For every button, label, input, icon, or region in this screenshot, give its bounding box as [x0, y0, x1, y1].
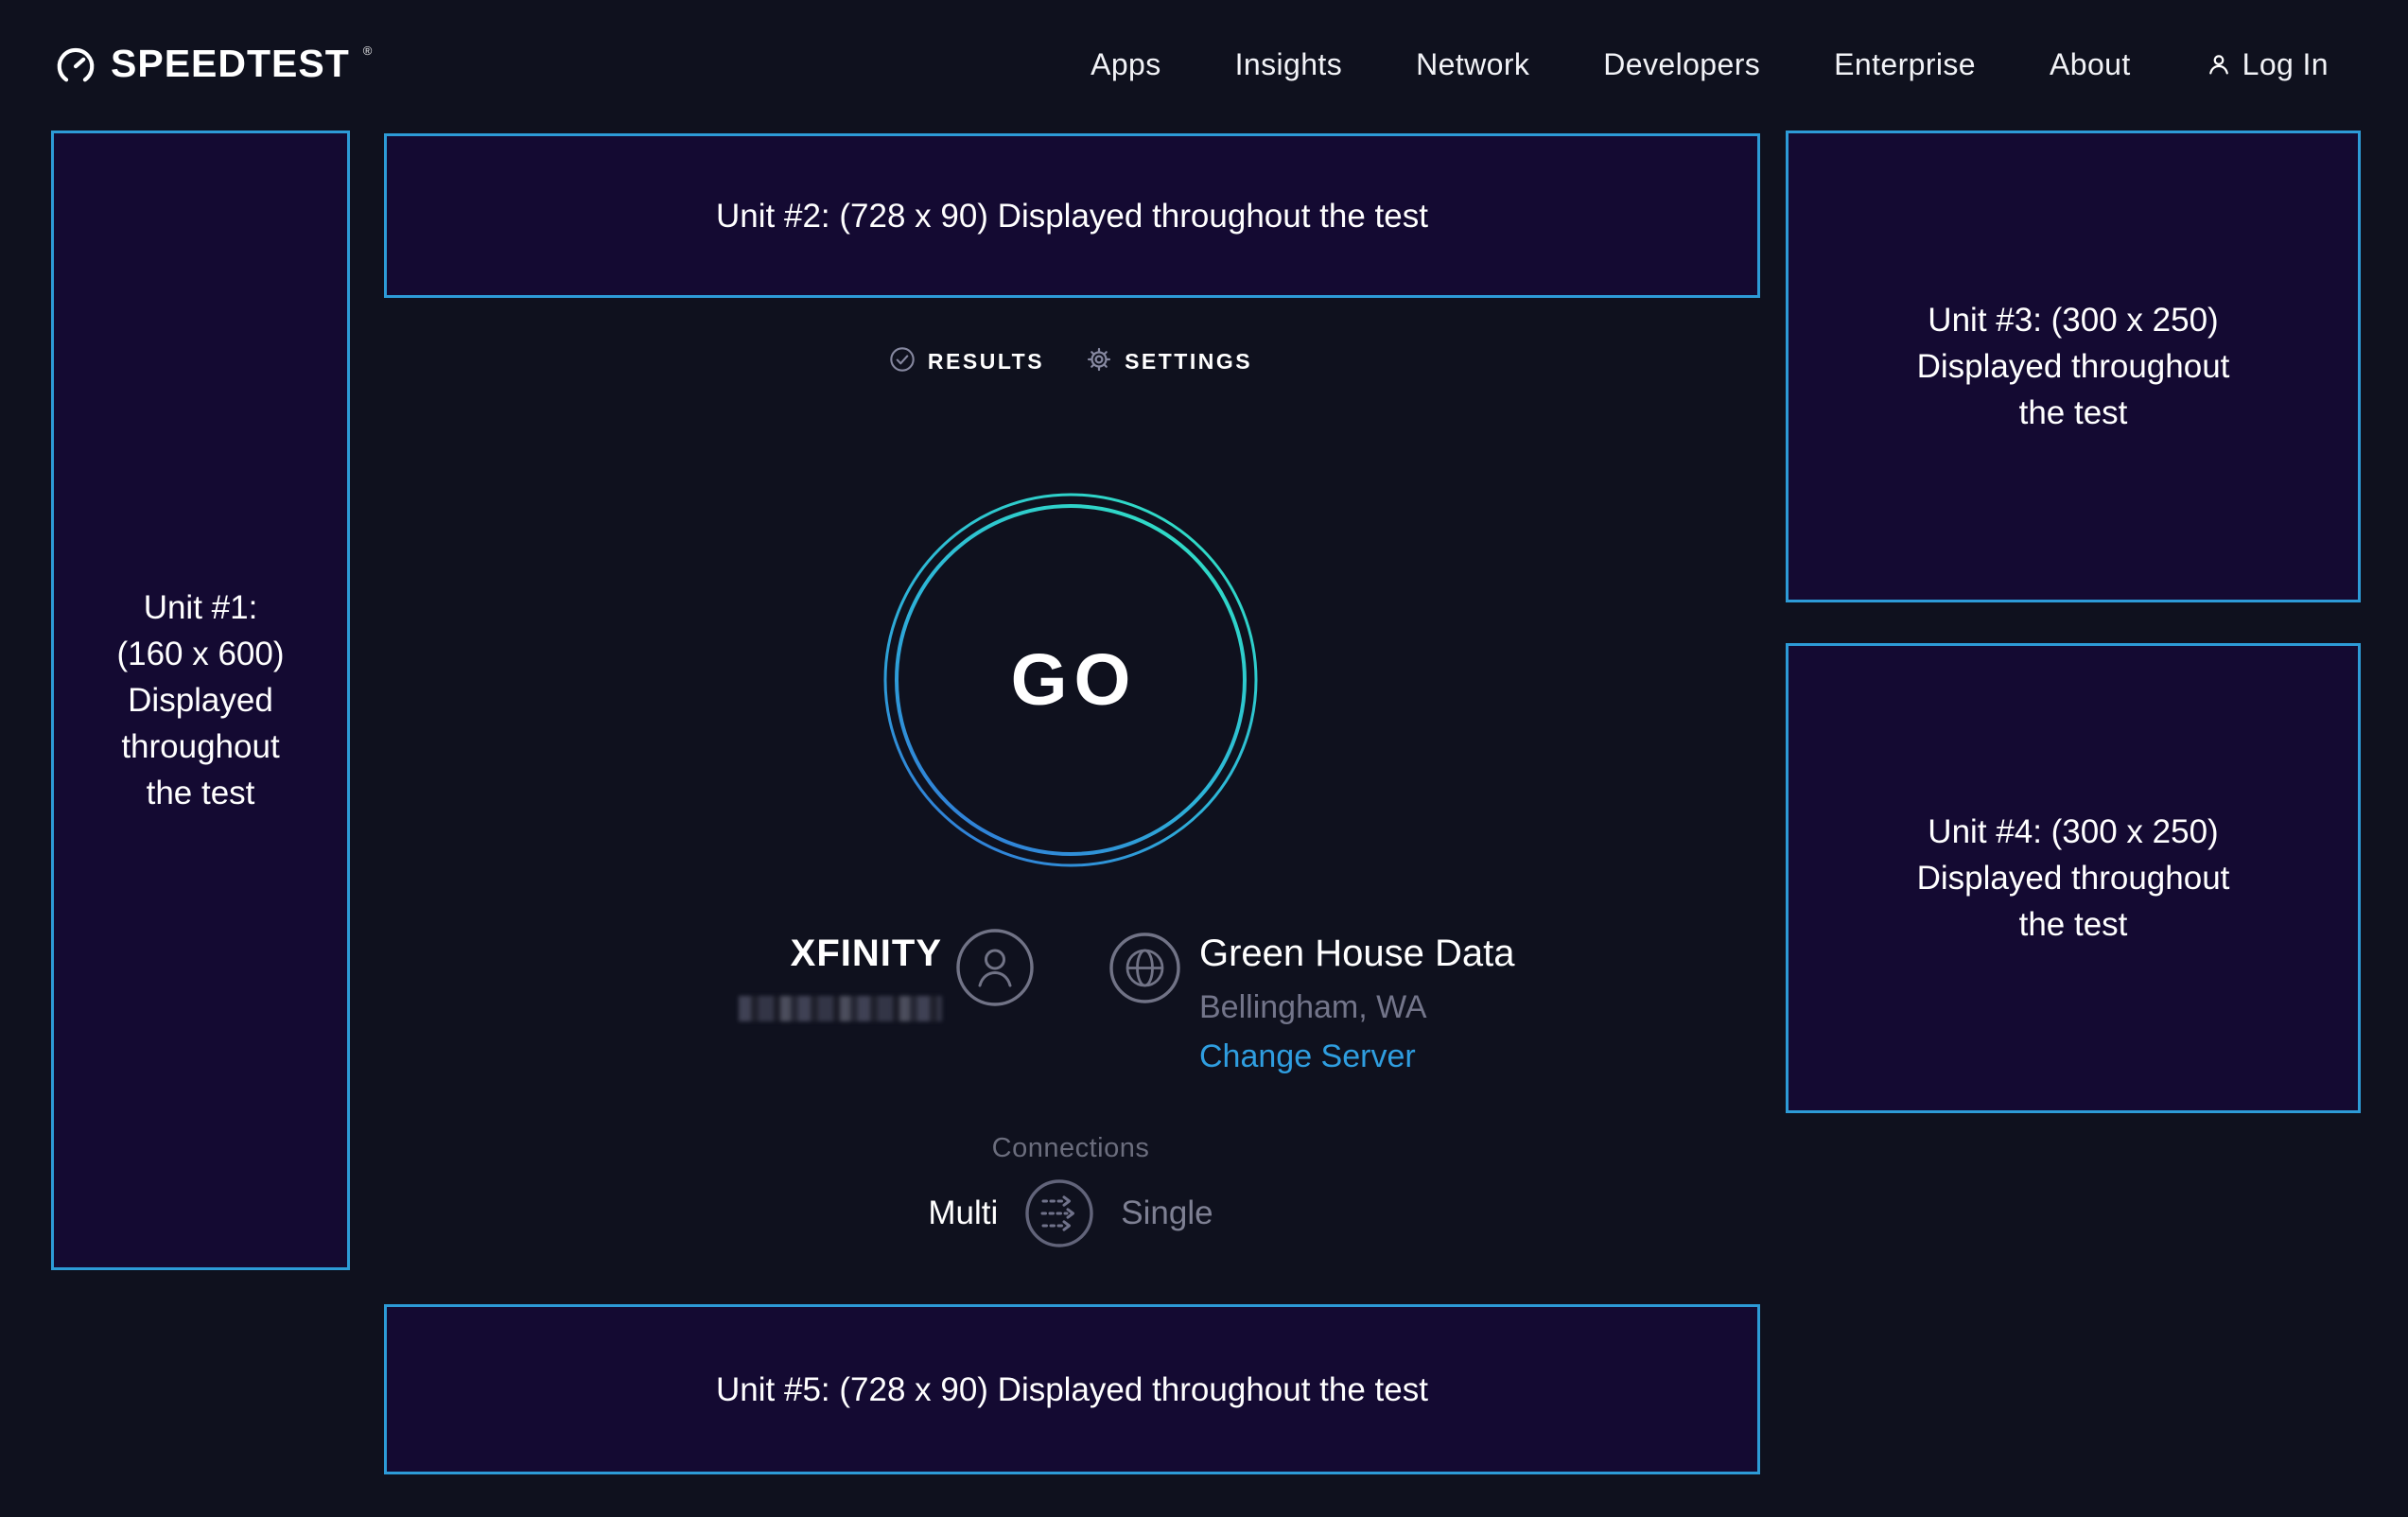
- connections-label: Connections: [991, 1133, 1150, 1163]
- nav-item-developers[interactable]: Developers: [1603, 46, 1761, 81]
- ad-unit-4-line: Unit #4: (300 x 250): [1928, 813, 2219, 850]
- ad-unit-5-line: Unit #5: (728 x 90) Displayed throughout…: [716, 1370, 1428, 1408]
- nav-item-network[interactable]: Network: [1416, 46, 1530, 81]
- nav-item-enterprise[interactable]: Enterprise: [1834, 46, 1976, 81]
- nav-links: Apps Insights Network Developers Enterpr…: [1091, 47, 2329, 82]
- ad-unit-3-line: Displayed throughout: [1916, 348, 2230, 385]
- check-circle-icon: [889, 346, 916, 377]
- ad-unit-5: Unit #5: (728 x 90) Displayed throughout…: [384, 1304, 1760, 1474]
- tab-results[interactable]: RESULTS: [889, 346, 1044, 377]
- ad-unit-1-line: the test: [146, 775, 255, 811]
- connections-single-option[interactable]: Single: [1121, 1194, 1213, 1231]
- tab-results-label: RESULTS: [927, 348, 1045, 374]
- person-circle-icon: [955, 928, 1035, 1012]
- top-nav-bar: SPEEDTEST ® Apps Insights Network Develo…: [0, 0, 2408, 129]
- isp-name: XFINITY: [790, 933, 942, 974]
- tab-settings-label: SETTINGS: [1125, 348, 1253, 374]
- server-location: Bellingham, WA: [1199, 989, 1427, 1025]
- login-label: Log In: [2242, 46, 2329, 81]
- ad-unit-4-line: the test: [2018, 906, 2128, 943]
- nav-item-about[interactable]: About: [2050, 46, 2131, 81]
- go-button-label: GO: [1010, 638, 1138, 721]
- go-button[interactable]: GO: [881, 491, 1260, 869]
- ad-unit-1-line: Unit #1:: [143, 589, 258, 626]
- connections-row: Multi Single: [787, 1177, 1354, 1249]
- ad-unit-2: Unit #2: (728 x 90) Displayed throughout…: [384, 133, 1760, 298]
- ad-unit-1-line: Displayed: [128, 682, 273, 719]
- speedtest-logo[interactable]: SPEEDTEST ®: [54, 42, 372, 87]
- login-button[interactable]: Log In: [2205, 47, 2329, 82]
- nav-item-insights[interactable]: Insights: [1234, 46, 1343, 81]
- ad-unit-2-line: Unit #2: (728 x 90) Displayed throughout…: [716, 197, 1428, 235]
- multi-stream-arrows-icon[interactable]: [1024, 1178, 1094, 1248]
- view-tabs: RESULTS SETTINGS: [787, 333, 1354, 390]
- speedometer-gauge-icon: [54, 42, 97, 87]
- globe-icon: [1108, 932, 1181, 1009]
- connections-multi-option[interactable]: Multi: [928, 1194, 999, 1231]
- gear-icon: [1086, 346, 1112, 377]
- ad-unit-3: Unit #3: (300 x 250) Displayed throughou…: [1786, 131, 2361, 602]
- ad-unit-1: Unit #1: (160 x 600) Displayed throughou…: [51, 131, 350, 1270]
- ad-unit-4-line: Displayed throughout: [1916, 860, 2230, 897]
- nav-item-apps[interactable]: Apps: [1091, 46, 1161, 81]
- ad-unit-3-line: the test: [2018, 394, 2128, 431]
- logo-trademark: ®: [362, 44, 373, 58]
- redacted-isp-details: [739, 996, 942, 1021]
- person-icon: [2205, 50, 2233, 78]
- ad-unit-1-line: (160 x 600): [116, 636, 285, 672]
- tab-settings[interactable]: SETTINGS: [1086, 346, 1252, 377]
- logo-text: SPEEDTEST: [111, 42, 350, 85]
- ad-unit-3-line: Unit #3: (300 x 250): [1928, 302, 2219, 339]
- server-name: Green House Data: [1199, 933, 1515, 974]
- change-server-link[interactable]: Change Server: [1199, 1038, 1416, 1074]
- go-ring: [883, 493, 1258, 867]
- ad-unit-4: Unit #4: (300 x 250) Displayed throughou…: [1786, 643, 2361, 1113]
- ad-unit-1-line: throughout: [121, 728, 280, 765]
